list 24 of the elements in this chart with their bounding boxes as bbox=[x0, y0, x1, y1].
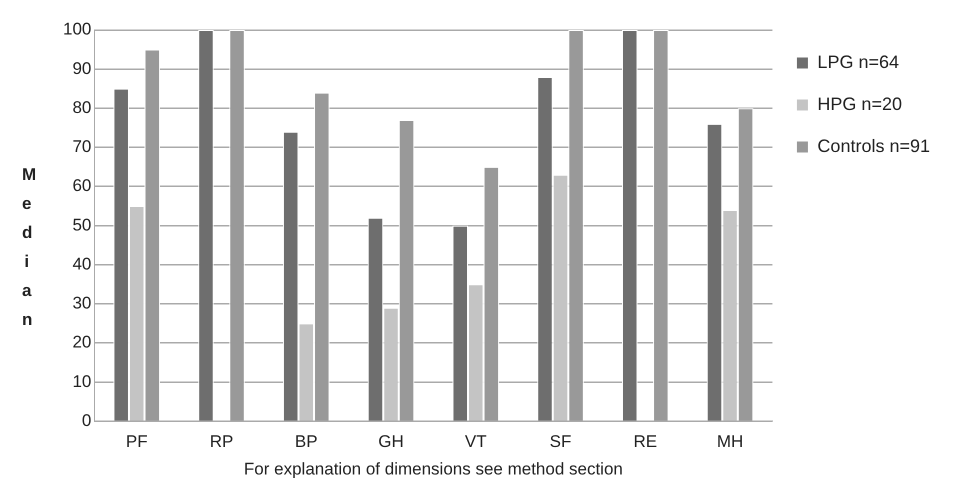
y-tick-label: 80 bbox=[72, 98, 92, 117]
y-axis-title: Median bbox=[22, 164, 36, 331]
y-tick-label: 50 bbox=[72, 215, 92, 234]
y-tick-label: 90 bbox=[72, 58, 92, 78]
y-tick-label: 20 bbox=[72, 332, 92, 352]
y-tick-label: 100 bbox=[62, 20, 92, 39]
x-tick-label: RP bbox=[210, 432, 234, 452]
x-tick-label: SF bbox=[550, 432, 572, 452]
y-tick-label: 10 bbox=[72, 372, 92, 391]
y-tick-label: 60 bbox=[72, 176, 92, 196]
legend-label: HPG n=20 bbox=[817, 94, 902, 114]
x-tick-label: VT bbox=[464, 432, 487, 452]
y-tick-label: 0 bbox=[82, 410, 92, 430]
x-axis-title: For explanation of dimensions see method section bbox=[244, 459, 623, 478]
legend-label: LPG n=64 bbox=[817, 52, 899, 72]
x-tick-label: PF bbox=[126, 432, 148, 452]
x-tick-label: MH bbox=[716, 432, 744, 452]
x-tick-label: BP bbox=[294, 432, 318, 452]
x-tick-label: GH bbox=[378, 432, 404, 452]
y-tick-label: 30 bbox=[72, 294, 92, 313]
x-tick-label: RE bbox=[633, 432, 658, 452]
y-tick-label: 70 bbox=[72, 137, 92, 156]
y-tick-label: 40 bbox=[72, 254, 92, 274]
legend-label: Controls n=91 bbox=[817, 136, 930, 156]
